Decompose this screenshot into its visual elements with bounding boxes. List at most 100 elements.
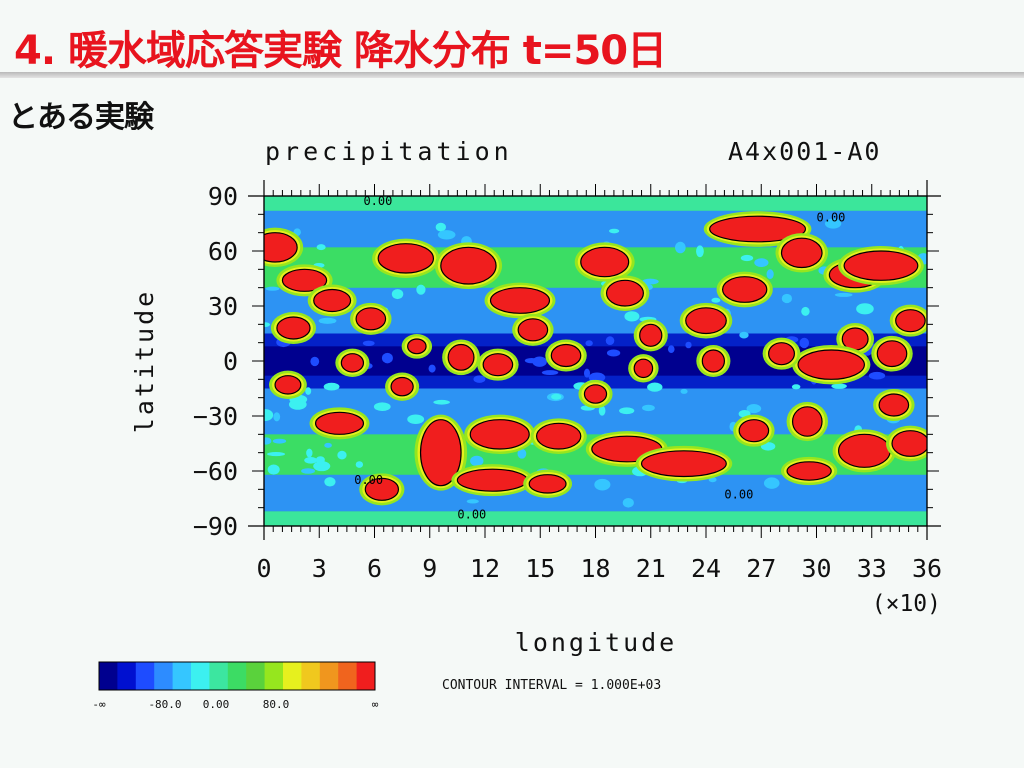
speckle — [407, 414, 425, 424]
colorbar-swatch — [356, 662, 376, 690]
colorbar-swatch — [99, 662, 118, 690]
speckle — [551, 393, 562, 400]
speckle — [619, 407, 635, 415]
speckle — [675, 241, 686, 254]
speckle — [667, 345, 675, 354]
speckle — [781, 293, 793, 304]
cell-core — [469, 419, 530, 450]
speckle — [428, 364, 436, 373]
cell-core — [281, 268, 328, 292]
cell-core — [685, 307, 727, 335]
speckle — [642, 404, 655, 412]
speckle — [711, 297, 721, 303]
speckle — [272, 438, 287, 444]
speckle — [801, 306, 810, 316]
speckle — [831, 383, 847, 389]
cell-core — [377, 243, 435, 274]
cell-core — [264, 232, 298, 263]
contour-label: 0.00 — [354, 473, 383, 487]
speckle — [524, 358, 539, 364]
speckle — [362, 340, 375, 346]
cell-core — [340, 353, 365, 373]
chart-title: precipitation — [265, 137, 513, 166]
colorbar-label: 0.00 — [203, 698, 230, 711]
cell-core — [456, 468, 528, 492]
title-divider — [0, 72, 1024, 78]
speckle — [791, 384, 801, 390]
cell-core — [786, 461, 832, 481]
colorbar-swatch — [283, 662, 302, 690]
speckle — [740, 254, 754, 262]
cell-core — [780, 237, 823, 269]
speckle — [799, 337, 810, 349]
speckle — [746, 404, 762, 414]
speckle — [301, 468, 315, 474]
speckle — [435, 222, 446, 232]
cell-core — [768, 342, 796, 366]
colorbar-swatch — [246, 662, 266, 690]
speckle — [264, 322, 271, 328]
cell-core — [876, 340, 908, 368]
colorbar-label: -∞ — [92, 698, 106, 711]
cell-core — [838, 433, 891, 468]
cell-core — [640, 450, 727, 478]
colorbar: -∞ -80.0 0.00 80.0 ∞ — [92, 661, 379, 711]
speckle — [305, 387, 312, 395]
contour-label: 0.00 — [724, 488, 753, 502]
speckle — [585, 340, 593, 347]
colorbar-frame — [98, 661, 376, 691]
speckle — [696, 245, 704, 258]
lat-band — [264, 511, 927, 526]
speckle — [304, 456, 318, 464]
contour-label: 0.00 — [817, 211, 846, 225]
cell-core — [276, 316, 311, 340]
colorbar-swatch — [191, 662, 210, 690]
speckle — [318, 317, 337, 324]
cell-core — [355, 307, 387, 331]
speckle — [288, 399, 307, 410]
cell-core — [440, 246, 497, 285]
cell-core — [701, 349, 726, 373]
speckle — [583, 368, 591, 378]
speckle — [622, 497, 634, 508]
x-multiplier: (×10) — [872, 591, 941, 617]
cell-core — [709, 215, 807, 243]
cell-core — [633, 358, 654, 379]
cell-core — [419, 419, 462, 487]
x-tick-label: 24 — [691, 554, 721, 583]
speckle — [868, 371, 886, 380]
x-tick-label: 18 — [580, 554, 610, 583]
speckle — [647, 382, 663, 392]
speckle — [517, 448, 527, 459]
speckle — [267, 452, 286, 457]
cell-core — [489, 287, 551, 314]
speckle — [433, 399, 450, 405]
slide-title: 4. 暖水域応答実験 降水分布 t=50日 — [14, 28, 667, 74]
speckle — [391, 289, 404, 300]
speckle — [337, 450, 347, 460]
speckle — [316, 244, 326, 251]
speckle — [824, 218, 842, 229]
contour-interval-note: CONTOUR INTERVAL = 1.000E+03 — [442, 678, 662, 693]
colorbar-swatch — [117, 662, 137, 690]
cell-core — [390, 376, 414, 397]
speckle — [373, 402, 391, 411]
speckle — [323, 382, 340, 391]
speckle — [609, 228, 620, 234]
speckle — [306, 448, 313, 458]
cell-core — [274, 375, 302, 395]
speckle — [763, 477, 780, 489]
y-tick-label: 90 — [208, 182, 238, 211]
cell-core — [605, 279, 644, 307]
cell-core — [364, 477, 400, 501]
colorbar-swatch — [338, 662, 358, 690]
y-tick-label: 60 — [208, 237, 238, 266]
x-tick-label: 9 — [422, 554, 437, 583]
cell-core — [407, 338, 427, 355]
speckle — [754, 258, 769, 268]
cell-core — [583, 384, 608, 404]
speckle — [642, 278, 659, 285]
colorbar-label: 80.0 — [263, 698, 290, 711]
